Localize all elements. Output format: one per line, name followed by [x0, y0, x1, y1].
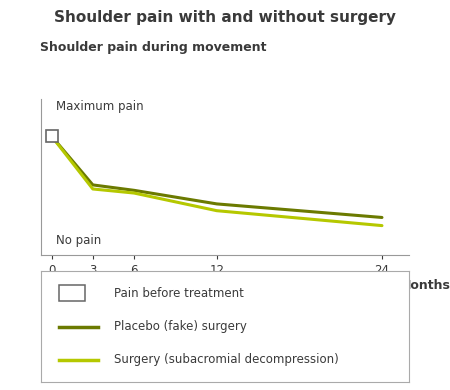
Text: Shoulder pain during movement: Shoulder pain during movement [40, 41, 267, 54]
Text: No pain: No pain [56, 234, 101, 247]
Text: Maximum pain: Maximum pain [56, 100, 143, 113]
Text: Surgery (subacromial decompression): Surgery (subacromial decompression) [114, 353, 339, 367]
Text: Placebo (fake) surgery: Placebo (fake) surgery [114, 320, 247, 333]
Text: Shoulder pain with and without surgery: Shoulder pain with and without surgery [54, 10, 396, 25]
Bar [59, 285, 85, 301]
Text: Months: Months [399, 279, 450, 292]
Text: Pain before treatment: Pain before treatment [114, 287, 244, 300]
